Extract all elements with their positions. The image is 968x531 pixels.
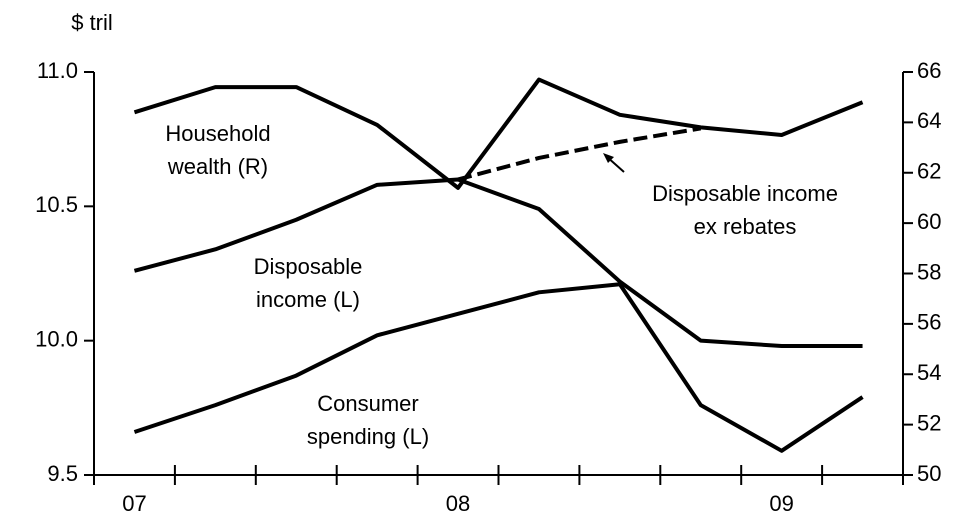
y2-tick-label: 56	[917, 310, 941, 335]
y2-tick-label: 62	[917, 159, 941, 184]
y-tick-label: 11.0	[37, 58, 78, 83]
series-line	[133, 177, 863, 349]
y-tick-label: 10.0	[35, 326, 78, 351]
y2-tick-label: 58	[917, 259, 941, 284]
series-line	[133, 282, 864, 453]
y2-tick-label: 64	[917, 108, 941, 133]
y-axis-label: $ tril	[71, 10, 113, 35]
y-tick-label: 9.5	[47, 461, 78, 486]
y2-tick-label: 50	[917, 461, 941, 486]
series-line	[457, 126, 702, 182]
y2-tick-label: 52	[917, 410, 941, 435]
x-tick-label: 08	[446, 491, 470, 516]
x-tick-label: 07	[122, 491, 146, 516]
annotation: Household	[165, 121, 270, 146]
arrow-head	[603, 153, 614, 163]
annotation: ex rebates	[694, 214, 797, 239]
annotation: Consumer	[317, 391, 418, 416]
y2-tick-label: 54	[917, 360, 941, 385]
y2-tick-label: 60	[917, 209, 941, 234]
series-line	[133, 77, 864, 190]
annotation: income (L)	[256, 287, 360, 312]
annotation: Disposable income	[652, 181, 838, 206]
annotation: spending (L)	[307, 424, 429, 449]
annotation: Disposable	[254, 254, 363, 279]
y-tick-label: 10.5	[35, 192, 78, 217]
x-tick-label: 09	[769, 491, 793, 516]
annotation: wealth (R)	[167, 154, 268, 179]
y2-tick-label: 66	[917, 58, 941, 83]
